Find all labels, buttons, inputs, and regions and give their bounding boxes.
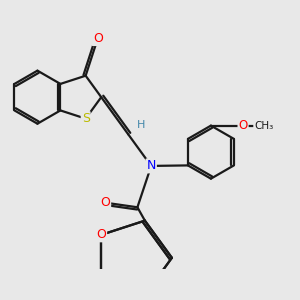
Text: O: O	[96, 228, 106, 241]
Text: O: O	[93, 32, 103, 45]
Text: S: S	[82, 112, 90, 125]
Text: O: O	[100, 196, 110, 209]
Text: N: N	[146, 159, 156, 172]
Text: O: O	[238, 119, 248, 132]
Text: CH₃: CH₃	[254, 121, 273, 130]
Text: H: H	[137, 120, 146, 130]
